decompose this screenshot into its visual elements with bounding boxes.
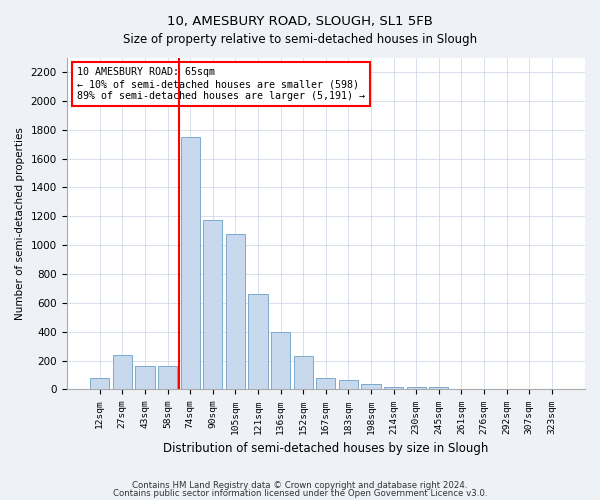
Text: Contains public sector information licensed under the Open Government Licence v3: Contains public sector information licen… <box>113 489 487 498</box>
Bar <box>429 388 448 390</box>
Text: 10 AMESBURY ROAD: 65sqm
← 10% of semi-detached houses are smaller (598)
89% of s: 10 AMESBURY ROAD: 65sqm ← 10% of semi-de… <box>77 68 365 100</box>
Bar <box>361 384 380 390</box>
Bar <box>407 386 426 390</box>
Bar <box>339 380 358 390</box>
Bar <box>271 332 290 390</box>
Text: Contains HM Land Registry data © Crown copyright and database right 2024.: Contains HM Land Registry data © Crown c… <box>132 480 468 490</box>
Bar <box>90 378 109 390</box>
Bar <box>384 386 403 390</box>
Bar <box>203 220 223 390</box>
Text: 10, AMESBURY ROAD, SLOUGH, SL1 5FB: 10, AMESBURY ROAD, SLOUGH, SL1 5FB <box>167 15 433 28</box>
Bar <box>226 234 245 390</box>
Bar <box>316 378 335 390</box>
Bar <box>158 366 177 390</box>
X-axis label: Distribution of semi-detached houses by size in Slough: Distribution of semi-detached houses by … <box>163 442 488 455</box>
Y-axis label: Number of semi-detached properties: Number of semi-detached properties <box>15 127 25 320</box>
Bar <box>181 137 200 390</box>
Bar <box>293 356 313 390</box>
Bar <box>136 366 155 390</box>
Text: Size of property relative to semi-detached houses in Slough: Size of property relative to semi-detach… <box>123 32 477 46</box>
Bar <box>113 355 132 390</box>
Bar <box>248 294 268 390</box>
